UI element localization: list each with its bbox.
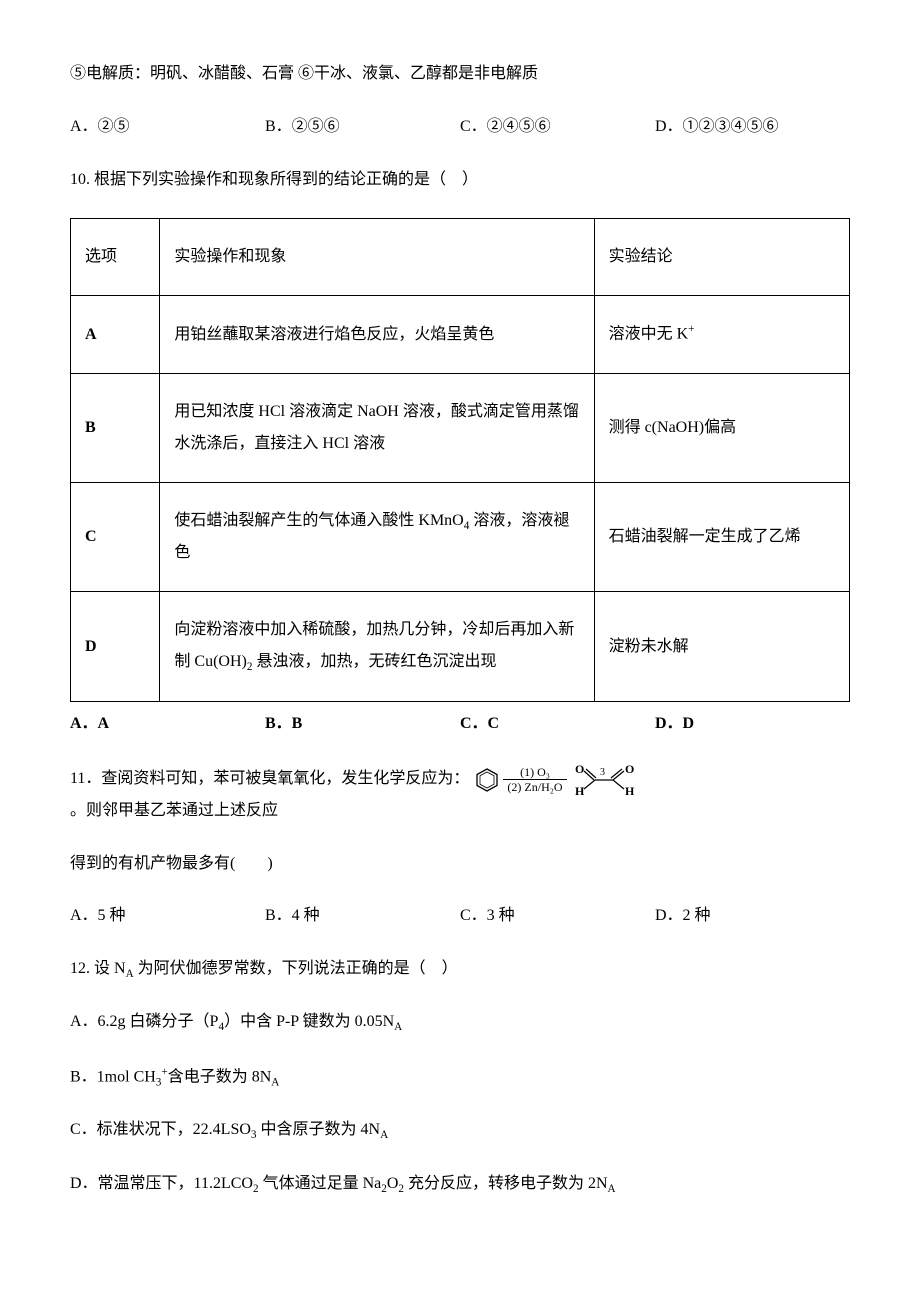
q12d-pre: D．常温常压下，11.2LCO: [70, 1175, 253, 1192]
q12d-mid2: O: [387, 1175, 399, 1192]
cell-c-operation: 使石蜡油裂解产生的气体通入酸性 KMnO4 溶液，溶液褪色: [160, 482, 594, 592]
q10-option-d: D．D: [655, 710, 850, 739]
q11-stem-line1: 11．查阅资料可知，苯可被臭氧氧化，发生化学反应为： (1) O₃ (2) Zn…: [70, 763, 850, 826]
k-plus-superscript: +: [688, 323, 694, 335]
q12b-mid: 含电子数为 8N: [168, 1068, 272, 1085]
table-row-a: A 用铂丝蘸取某溶液进行焰色反应，火焰呈黄色 溶液中无 K+: [71, 296, 850, 373]
svg-text:O: O: [575, 763, 584, 776]
table-row-d: D 向淀粉溶液中加入稀硫酸，加热几分钟，冷却后再加入新制 Cu(OH)2 悬浊液…: [71, 592, 850, 702]
header-option: 选项: [71, 219, 160, 296]
svg-text:3: 3: [600, 767, 605, 778]
q12a-na-sub: A: [394, 1022, 402, 1034]
q12-option-b: B．1mol CH3+含电子数为 8NA: [70, 1062, 850, 1093]
q12a-mid: ）中含 P-P 键数为 0.05N: [224, 1013, 394, 1030]
ch3-sub: 3: [156, 1076, 162, 1088]
q9-statement-5: ⑤电解质：明矾、冰醋酸、石膏 ⑥干冰、液氯、乙醇都是非电解质: [70, 60, 850, 89]
q12a-pre: A．6.2g 白磷分子（P: [70, 1013, 218, 1030]
q10-table: 选项 实验操作和现象 实验结论 A 用铂丝蘸取某溶液进行焰色反应，火焰呈黄色 溶…: [70, 218, 850, 702]
header-operation: 实验操作和现象: [160, 219, 594, 296]
q12b-pre: B．1mol CH: [70, 1068, 156, 1085]
reaction-bottom: (2) Zn/H₂O: [503, 779, 566, 794]
table-row-b: B 用已知浓度 HCl 溶液滴定 NaOH 溶液，酸式滴定管用蒸馏水洗涤后，直接…: [71, 373, 850, 482]
cell-d-label: D: [71, 592, 160, 702]
header-conclusion: 实验结论: [594, 219, 849, 296]
q9-option-a: A．②⑤: [70, 113, 265, 142]
q9-option-d: D．①②③④⑤⑥: [655, 113, 850, 142]
product-structure-icon: O H O H 3: [569, 763, 641, 797]
svg-text:H: H: [575, 784, 585, 797]
q9-option-b: B．②⑤⑥: [265, 113, 460, 142]
cell-d-operation: 向淀粉溶液中加入稀硫酸，加热几分钟，冷却后再加入新制 Cu(OH)2 悬浊液，加…: [160, 592, 594, 702]
q11-option-a: A．5 种: [70, 902, 265, 931]
na-sub: A: [126, 968, 134, 980]
q10-option-c: C．C: [460, 710, 655, 739]
cell-a-operation: 用铂丝蘸取某溶液进行焰色反应，火焰呈黄色: [160, 296, 594, 373]
reaction-diagram: (1) O₃ (2) Zn/H₂O O H O H 3: [473, 763, 640, 797]
q11-post-text: 。则邻甲基乙苯通过上述反应: [70, 797, 278, 826]
svg-text:O: O: [625, 763, 634, 776]
cell-a-conclusion-text: 溶液中无 K: [609, 326, 689, 343]
q11-option-c: C．3 种: [460, 902, 655, 931]
q12-option-a: A．6.2g 白磷分子（P4）中含 P-P 键数为 0.05NA: [70, 1008, 850, 1037]
reaction-conditions: (1) O₃ (2) Zn/H₂O: [503, 765, 566, 795]
q10-option-a: A．A: [70, 710, 265, 739]
q12-stem-post: 为阿伏伽德罗常数，下列说法正确的是（ ）: [134, 960, 458, 977]
q12b-na-sub: A: [271, 1076, 279, 1088]
q10-stem: 10. 根据下列实验操作和现象所得到的结论正确的是（ ）: [70, 166, 850, 195]
cell-a-conclusion: 溶液中无 K+: [594, 296, 849, 373]
cell-d-conclusion: 淀粉未水解: [594, 592, 849, 702]
cell-b-conclusion: 测得 c(NaOH)偏高: [594, 373, 849, 482]
table-header-row: 选项 实验操作和现象 实验结论: [71, 219, 850, 296]
q9-options: A．②⑤ B．②⑤⑥ C．②④⑤⑥ D．①②③④⑤⑥: [70, 113, 850, 142]
q11-pre-text: 11．查阅资料可知，苯可被臭氧氧化，发生化学反应为：: [70, 765, 469, 794]
cell-c-conclusion: 石蜡油裂解一定生成了乙烯: [594, 482, 849, 592]
q12d-na-sub: A: [608, 1183, 616, 1195]
q11-option-b: B．4 种: [265, 902, 460, 931]
cell-c-op-pre: 使石蜡油裂解产生的气体通入酸性 KMnO: [174, 512, 463, 529]
q12-option-c: C．标准状况下，22.4LSO3 中含原子数为 4NA: [70, 1116, 850, 1145]
q12-option-d: D．常温常压下，11.2LCO2 气体通过足量 Na2O2 充分反应，转移电子数…: [70, 1170, 850, 1199]
cell-b-operation: 用已知浓度 HCl 溶液滴定 NaOH 溶液，酸式滴定管用蒸馏水洗涤后，直接注入…: [160, 373, 594, 482]
q9-option-c: C．②④⑤⑥: [460, 113, 655, 142]
q12d-mid3: 充分反应，转移电子数为 2N: [404, 1175, 608, 1192]
cell-a-label: A: [71, 296, 160, 373]
q10-option-b: B．B: [265, 710, 460, 739]
benzene-icon: [473, 766, 501, 794]
q12-stem-pre: 12. 设 N: [70, 960, 126, 977]
cell-b-label: B: [71, 373, 160, 482]
table-row-c: C 使石蜡油裂解产生的气体通入酸性 KMnO4 溶液，溶液褪色 石蜡油裂解一定生…: [71, 482, 850, 592]
q12c-mid: 中含原子数为 4N: [257, 1121, 381, 1138]
q12d-mid1: 气体通过足量 Na: [259, 1175, 382, 1192]
cell-c-label: C: [71, 482, 160, 592]
cell-d-op-post: 悬浊液，加热，无砖红色沉淀出现: [252, 653, 496, 670]
q11-option-d: D．2 种: [655, 902, 850, 931]
q11-options: A．5 种 B．4 种 C．3 种 D．2 种: [70, 902, 850, 931]
q11-stem-line2: 得到的有机产物最多有( ): [70, 850, 850, 879]
q12-stem: 12. 设 NA 为阿伏伽德罗常数，下列说法正确的是（ ）: [70, 955, 850, 984]
q12c-pre: C．标准状况下，22.4LSO: [70, 1121, 251, 1138]
q10-options: A．A B．B C．C D．D: [70, 710, 850, 739]
q12c-na-sub: A: [380, 1130, 388, 1142]
reaction-top: (1) O₃: [516, 765, 554, 779]
svg-text:H: H: [625, 784, 635, 797]
